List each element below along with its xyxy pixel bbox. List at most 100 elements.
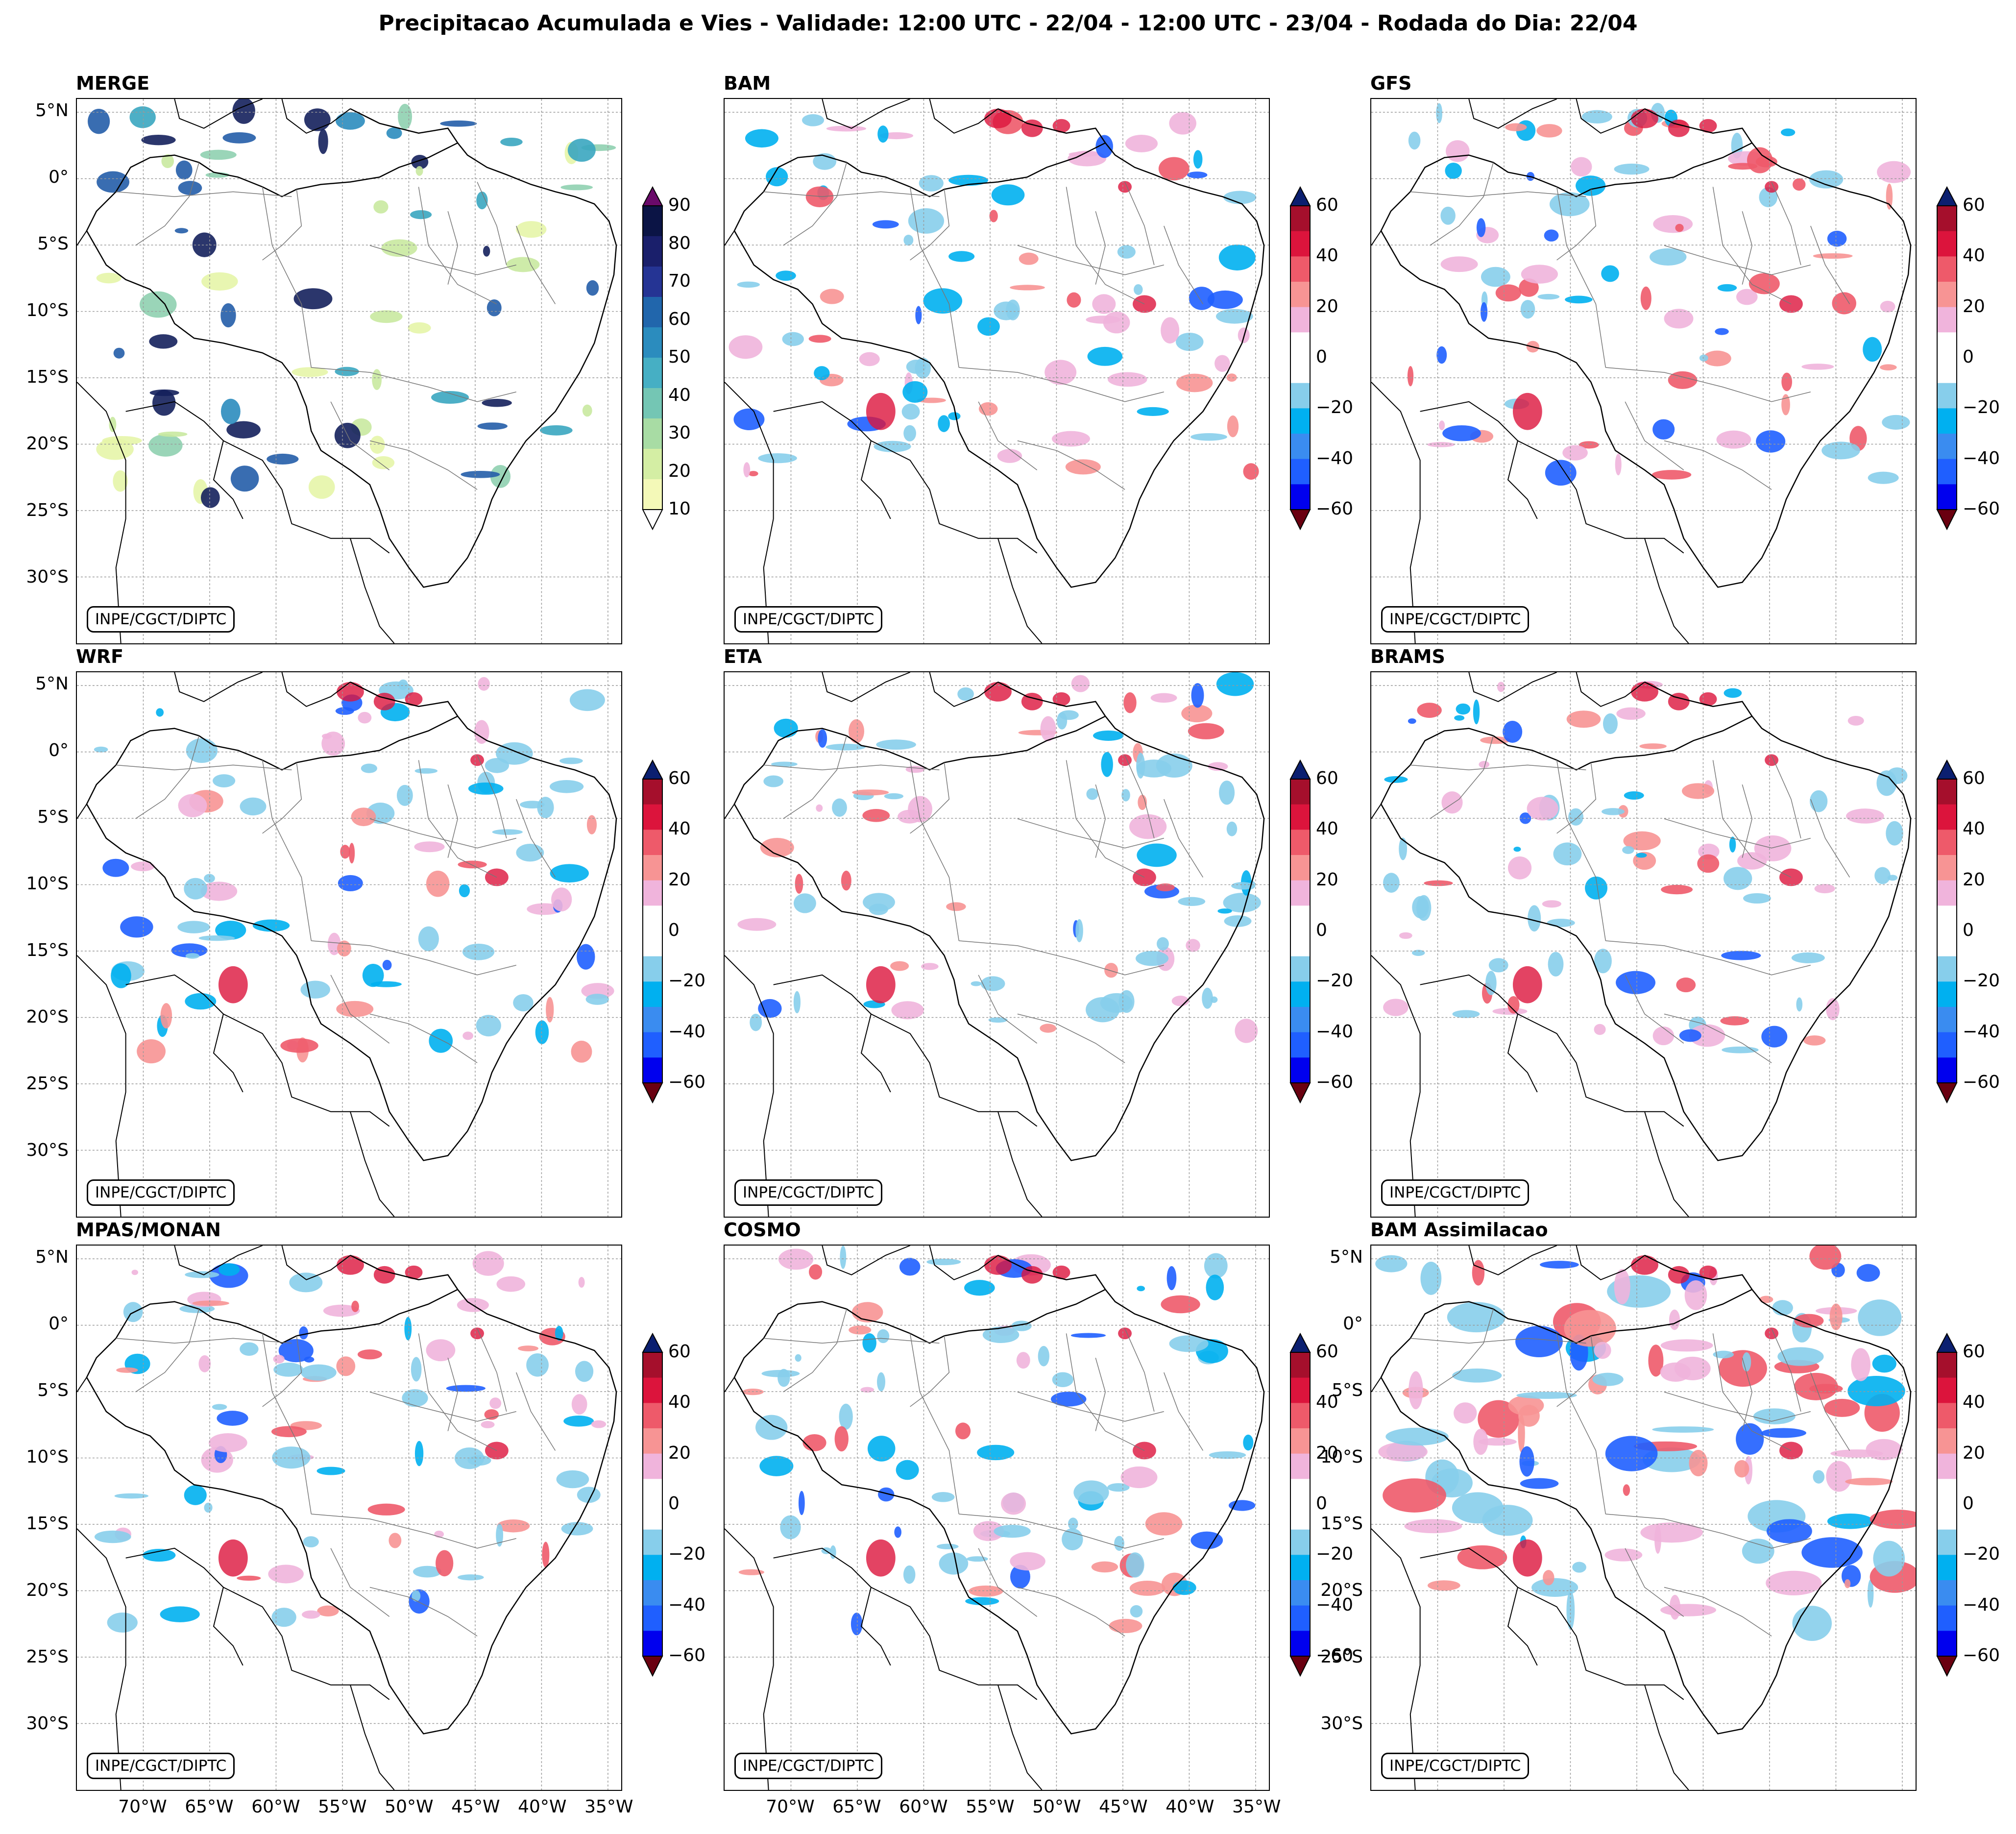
colorbar-tick-label: 80 bbox=[668, 233, 691, 253]
field-blob bbox=[991, 184, 1025, 206]
field-blob bbox=[198, 1355, 211, 1372]
field-blob bbox=[1505, 123, 1527, 131]
field-blob bbox=[1375, 1255, 1408, 1272]
country-border bbox=[1380, 681, 1912, 1161]
state-border bbox=[978, 975, 1038, 1044]
latitude-label: 5°S bbox=[1332, 1380, 1363, 1401]
field-blob bbox=[1664, 309, 1694, 329]
latitude-label: 0° bbox=[49, 1314, 69, 1334]
state-border bbox=[477, 182, 507, 265]
field-blob bbox=[748, 471, 758, 477]
field-blob bbox=[271, 1426, 307, 1438]
field-blob bbox=[840, 1246, 847, 1269]
colorbar-segment bbox=[1290, 1352, 1310, 1378]
colorbar-extend-top bbox=[642, 186, 663, 206]
field-blob bbox=[1117, 245, 1136, 259]
field-blob bbox=[358, 711, 372, 724]
field-blob bbox=[476, 1015, 501, 1037]
colorbar-segment bbox=[643, 1580, 662, 1606]
coastline bbox=[1517, 440, 1684, 554]
colorbar-tick-label: 20 bbox=[1316, 869, 1338, 890]
map-canvas bbox=[725, 99, 1269, 643]
field-blob bbox=[1243, 1434, 1254, 1451]
coastline bbox=[822, 672, 911, 702]
panel-title: BRAMS bbox=[1370, 646, 1445, 667]
field-blob bbox=[926, 1258, 961, 1266]
coastline bbox=[871, 440, 1038, 554]
field-blob bbox=[1420, 1261, 1442, 1295]
field-blob bbox=[832, 798, 847, 817]
colorbar-segment bbox=[1290, 1479, 1310, 1505]
colorbar-segment bbox=[643, 297, 662, 328]
field-blob bbox=[526, 1353, 549, 1377]
longitude-label: 50°W bbox=[385, 1797, 434, 1817]
colorbar-segment bbox=[1290, 1631, 1310, 1657]
field-blob bbox=[1715, 328, 1729, 335]
field-blob bbox=[209, 1433, 247, 1452]
colorbar-tick-label: −20 bbox=[1316, 397, 1353, 418]
field-blob bbox=[539, 425, 573, 436]
state-border bbox=[909, 1333, 960, 1515]
colorbar-segment bbox=[1937, 434, 1957, 460]
state-border bbox=[516, 799, 556, 878]
field-blob bbox=[1827, 230, 1847, 247]
field-blob bbox=[1601, 808, 1625, 815]
colorbar-segment bbox=[1290, 231, 1310, 257]
state-border bbox=[116, 1338, 292, 1344]
field-blob bbox=[816, 804, 823, 812]
state-border bbox=[1742, 211, 1752, 285]
field-blob bbox=[559, 758, 583, 764]
colorbar-segment bbox=[1937, 779, 1957, 805]
state-border bbox=[1556, 187, 1606, 368]
coastline bbox=[77, 804, 87, 819]
field-blob bbox=[336, 1001, 374, 1017]
longitude-label: 60°W bbox=[251, 1797, 300, 1817]
colorbar-segment bbox=[643, 804, 662, 830]
coastline bbox=[1517, 1587, 1684, 1700]
colorbar-tick-label: −60 bbox=[1963, 1072, 2000, 1092]
field-blob bbox=[1075, 919, 1083, 943]
colorbar-segment bbox=[1937, 830, 1957, 856]
colorbar-segment bbox=[1290, 332, 1310, 358]
colorbar-extend-bottom bbox=[642, 1082, 663, 1104]
state-border bbox=[1771, 182, 1801, 265]
field-blob bbox=[517, 1345, 539, 1351]
colorbar-tick-label: 0 bbox=[668, 1493, 680, 1514]
field-blob bbox=[1747, 147, 1773, 173]
latitude-label: 20°S bbox=[26, 1007, 69, 1027]
field-blob bbox=[156, 708, 164, 717]
field-blob bbox=[446, 1385, 486, 1392]
map-canvas bbox=[77, 672, 621, 1217]
field-blob bbox=[198, 935, 235, 941]
field-blob bbox=[278, 1339, 314, 1363]
colorbar-segment bbox=[1290, 206, 1310, 232]
coastline bbox=[1576, 672, 1645, 707]
field-blob bbox=[1679, 1029, 1701, 1042]
coastline bbox=[1576, 1246, 1645, 1280]
field-blob bbox=[1126, 1552, 1144, 1578]
colorbar-segment bbox=[1290, 956, 1310, 982]
coastline bbox=[77, 382, 126, 643]
field-blob bbox=[901, 403, 920, 420]
country-border bbox=[86, 1254, 617, 1735]
field-blob bbox=[1650, 248, 1687, 266]
colorbar-extend-top bbox=[1936, 1333, 1958, 1353]
field-blob bbox=[1872, 1354, 1896, 1373]
field-blob bbox=[977, 317, 1000, 336]
credit-label: INPE/CGCT/DIPTC bbox=[1381, 1753, 1530, 1779]
state-border bbox=[311, 367, 516, 402]
field-blob bbox=[1728, 163, 1758, 170]
field-blob bbox=[462, 1031, 474, 1040]
colorbar-segment bbox=[643, 956, 662, 982]
latitude-label: 10°S bbox=[1320, 1447, 1363, 1467]
colorbar-tick-label: −60 bbox=[1316, 499, 1353, 519]
colorbar-segment bbox=[643, 418, 662, 449]
field-blob bbox=[1874, 867, 1891, 884]
field-blob bbox=[1877, 161, 1911, 183]
field-blob bbox=[474, 720, 489, 744]
field-blob bbox=[1191, 683, 1204, 708]
colorbar-segment bbox=[1937, 905, 1957, 931]
field-blob bbox=[795, 874, 803, 894]
field-blob bbox=[1873, 1541, 1905, 1577]
colorbar-segment bbox=[1937, 307, 1957, 333]
